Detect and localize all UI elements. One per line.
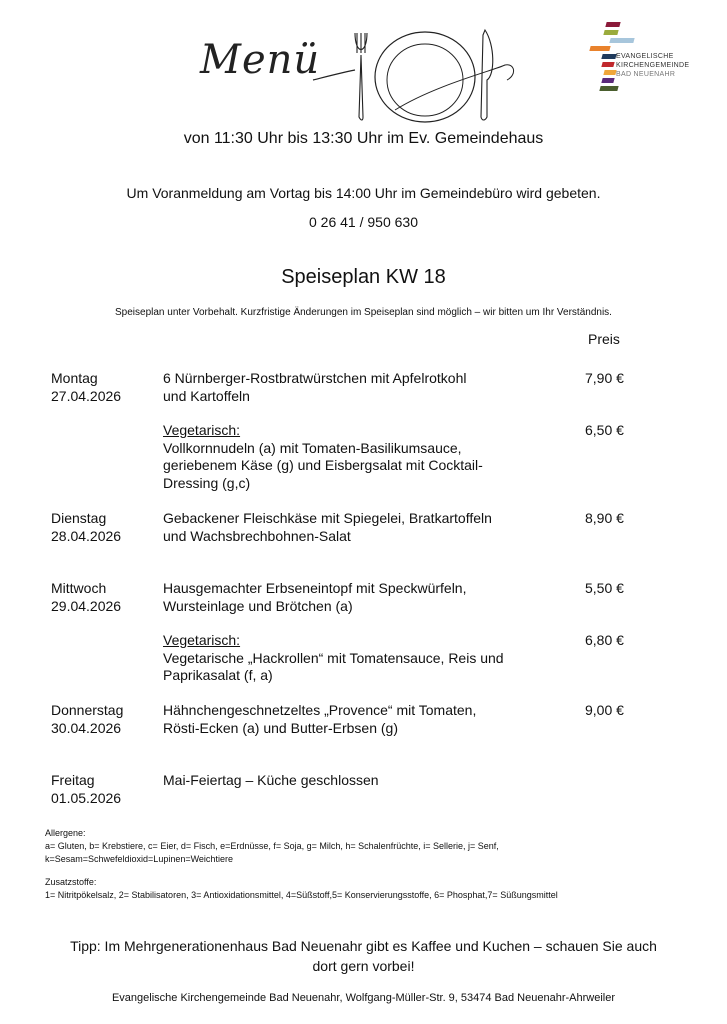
dish-line: Hausgemachter Erbseneintopf mit Speckwür… bbox=[163, 580, 467, 596]
day-date: 28.04.2026 bbox=[51, 527, 122, 544]
vegetarian-price: 6,80 € bbox=[585, 632, 624, 648]
logo-bar bbox=[603, 30, 619, 35]
page-title: Speiseplan KW 18 bbox=[281, 266, 446, 288]
tip-line: dort gern vorbei! bbox=[312, 958, 415, 974]
logo-bar bbox=[605, 22, 621, 27]
dish-line: Mai-Feiertag – Küche geschlossen bbox=[163, 772, 379, 788]
vegetarian-dish-line: Paprikasalat (f, a) bbox=[163, 667, 273, 683]
logo-line: BAD NEUENAHR bbox=[616, 71, 676, 78]
logo-bar bbox=[609, 38, 635, 43]
vegetarian-dish-line: Vegetarische „Hackrollen“ mit Tomatensau… bbox=[163, 649, 504, 666]
menu-logo-text: Menü bbox=[200, 37, 321, 83]
logo-bar bbox=[601, 78, 615, 83]
dish-line: Hähnchengeschnetzeltes „Provence“ mit To… bbox=[163, 702, 477, 718]
vegetarian-dish-line: geriebenem Käse (g) und Eisbergsalat mit… bbox=[163, 457, 483, 473]
day-name: Montag bbox=[51, 370, 98, 386]
vegetarian-dish-line: Vollkornnudeln (a) mit Tomaten-Basilikum… bbox=[163, 439, 462, 456]
tip: Tipp: Im Mehrgenerationenhaus Bad Neuena… bbox=[0, 936, 727, 976]
opening-hours: von 11:30 Uhr bis 13:30 Uhr im Ev. Gemei… bbox=[183, 130, 544, 147]
day-name: Mittwoch bbox=[51, 580, 107, 596]
allergens-label: Allergene: bbox=[45, 828, 86, 838]
additives-section: Zusatzstoffe: 1= Nitritpökelsalz, 2= Sta… bbox=[45, 876, 685, 902]
logo-bar bbox=[589, 46, 611, 51]
dish-line: Wursteinlage und Brötchen (a) bbox=[163, 597, 353, 614]
disclaimer: Speiseplan unter Vorbehalt. Kurzfristige… bbox=[115, 307, 612, 318]
allergens-section: Allergene: a= Gluten, b= Krebstiere, c= … bbox=[45, 827, 685, 866]
dish-line: 6 Nürnberger-Rostbratwürstchen mit Apfel… bbox=[163, 370, 467, 386]
dish-line: und Wachsbrechbohnen-Salat bbox=[163, 527, 351, 544]
phone-number: 0 26 41 / 950 630 bbox=[309, 214, 418, 230]
allergens-line: a= Gluten, b= Krebstiere, c= Eier, d= Fi… bbox=[45, 841, 499, 851]
day-name: Donnerstag bbox=[51, 702, 124, 718]
day-date: 30.04.2026 bbox=[51, 719, 122, 736]
registration-note: Um Voranmeldung am Vortag bis 14:00 Uhr … bbox=[126, 185, 601, 201]
logo-bar bbox=[599, 86, 619, 91]
dish-line: und Kartoffeln bbox=[163, 387, 250, 404]
logo-bar bbox=[603, 70, 617, 75]
footer-address: Evangelische Kirchengemeinde Bad Neuenah… bbox=[111, 992, 616, 1004]
logo-bar bbox=[601, 54, 617, 59]
menu-logo-illustration bbox=[312, 28, 514, 123]
day-name: Freitag bbox=[51, 772, 95, 788]
dish-line: Gebackener Fleischkäse mit Spiegelei, Br… bbox=[163, 510, 492, 526]
vegetarian-label: Vegetarisch: bbox=[163, 422, 241, 438]
additives-line: 1= Nitritpökelsalz, 2= Stabilisatoren, 3… bbox=[45, 890, 558, 900]
day-name: Dienstag bbox=[51, 510, 107, 526]
dish-price: 5,50 € bbox=[585, 580, 624, 596]
dish-price: 7,90 € bbox=[585, 370, 624, 386]
price-header: Preis bbox=[588, 331, 620, 347]
logo-bar bbox=[601, 62, 615, 67]
dish-line: Rösti-Ecken (a) und Butter-Erbsen (g) bbox=[163, 719, 398, 736]
dish-price: 9,00 € bbox=[585, 702, 624, 718]
logo-line: EVANGELISCHE bbox=[616, 53, 674, 60]
tip-line: Tipp: Im Mehrgenerationenhaus Bad Neuena… bbox=[70, 938, 657, 954]
vegetarian-dish-line: Dressing (g,c) bbox=[163, 474, 251, 491]
vegetarian-label: Vegetarisch: bbox=[163, 632, 241, 648]
day-date: 01.05.2026 bbox=[51, 789, 122, 806]
dish-price: 8,90 € bbox=[585, 510, 624, 526]
additives-label: Zusatzstoffe: bbox=[45, 877, 97, 887]
day-date: 29.04.2026 bbox=[51, 597, 122, 614]
church-logo: EVANGELISCHE KIRCHENGEMEINDE BAD NEUENAH… bbox=[588, 22, 718, 97]
vegetarian-price: 6,50 € bbox=[585, 422, 624, 438]
logo-line: KIRCHENGEMEINDE bbox=[616, 62, 690, 69]
allergens-line: k=Sesam=Schwefeldioxid=Lupinen=Weichtier… bbox=[45, 854, 233, 864]
day-date: 27.04.2026 bbox=[51, 387, 122, 404]
